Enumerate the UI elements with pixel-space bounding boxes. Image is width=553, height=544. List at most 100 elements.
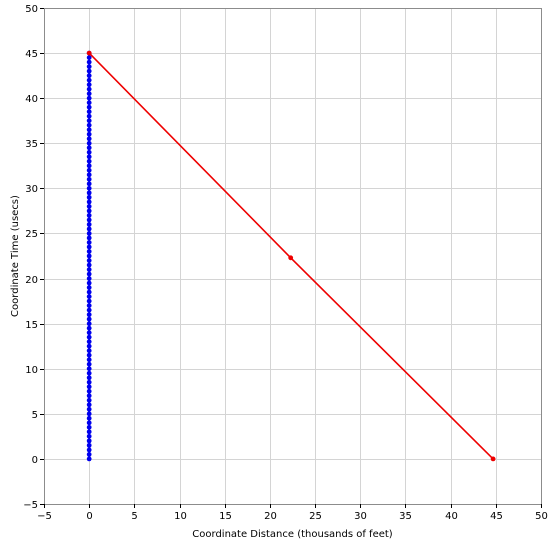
series-0-point: [86, 375, 92, 381]
series-0-point: [86, 330, 92, 336]
series-0-point: [86, 361, 92, 367]
y-tick-label: 5: [32, 410, 38, 421]
series-0-point: [86, 185, 92, 191]
x-tick-label: 45: [490, 511, 503, 522]
series-0-point: [86, 267, 92, 272]
series-0-point: [86, 429, 92, 435]
series-0-point: [86, 118, 92, 124]
series-0-point: [86, 244, 92, 250]
series-0-point: [86, 213, 92, 218]
series-0-point: [86, 420, 92, 426]
series-0-point: [86, 208, 92, 214]
series-0-point: [86, 190, 92, 196]
y-tick-label: 50: [25, 4, 38, 15]
y-axis-label: Coordinate Time (usecs): [10, 195, 21, 317]
x-tick-label: 20: [264, 511, 277, 522]
series-0-point: [86, 91, 92, 97]
series-0-point: [86, 64, 92, 70]
series-0-point: [86, 100, 92, 106]
series-0-point: [86, 68, 92, 74]
series-0-point: [86, 433, 92, 439]
series-0-point: [86, 217, 92, 223]
series-0-point: [86, 181, 92, 187]
series-0-point: [86, 352, 92, 358]
series-0-point: [86, 303, 92, 308]
y-tick-label: 0: [32, 455, 38, 466]
y-tick-label: 25: [25, 229, 38, 240]
series-0-point: [86, 231, 92, 236]
series-0-point: [86, 73, 92, 79]
y-tick-label: −5: [23, 500, 38, 511]
plot-border: [44, 8, 542, 505]
series-0-point: [86, 262, 92, 268]
series-0-point: [86, 388, 92, 394]
series-0-point: [86, 294, 92, 299]
series-0-point: [86, 145, 92, 151]
series-0-point: [86, 82, 92, 88]
x-tick-label: 5: [131, 511, 137, 522]
series-0-point: [86, 334, 92, 340]
y-tick-label: 20: [25, 275, 38, 286]
series-0-point: [86, 411, 92, 417]
series-0-point: [86, 325, 92, 331]
series-0-point: [86, 384, 92, 390]
series-0-point: [86, 167, 92, 173]
y-tick-label: 15: [25, 320, 38, 331]
series-0-point: [86, 339, 92, 345]
series-0-point: [86, 276, 92, 281]
y-tick-label: 35: [25, 139, 38, 150]
series-0-point: [86, 136, 92, 142]
series-0-point: [86, 140, 92, 146]
series: [86, 50, 496, 462]
x-tick-label: 25: [309, 511, 322, 522]
x-tick-label: 40: [445, 511, 458, 522]
series-0-point: [86, 397, 92, 403]
series-0-point: [86, 235, 92, 241]
series-0-point: [86, 204, 92, 209]
series-0-point: [86, 258, 92, 263]
series-0-point: [86, 357, 92, 363]
x-axis-label: Coordinate Distance (thousands of feet): [192, 529, 392, 540]
series-0-point: [86, 59, 92, 65]
series-0-point: [86, 113, 92, 119]
series-0-point: [86, 149, 92, 155]
series-0-point: [86, 415, 92, 421]
series-0-point: [86, 307, 92, 313]
x-tick-label: 35: [399, 511, 412, 522]
series-0-point: [86, 370, 92, 376]
series-0-point: [86, 406, 92, 412]
series-0-point: [86, 163, 92, 169]
y-tick-label: 10: [25, 365, 38, 376]
series-0-point: [86, 253, 92, 259]
series-0-point: [86, 222, 92, 227]
series-0-point: [86, 199, 92, 205]
series-0-point: [86, 55, 92, 60]
series-0-point: [86, 122, 92, 128]
x-tick-label: 10: [174, 511, 187, 522]
grid: [44, 8, 542, 505]
axes: −5 0 5 10 15 20 25 30 35 40 45 50 −5 0 5 10 15 20 25 30 35 40…: [23, 4, 548, 522]
series-0-point: [86, 240, 92, 245]
series-0-point: [86, 456, 92, 462]
series-0: [86, 50, 92, 462]
series-0-point: [86, 172, 92, 178]
series-0-point: [86, 194, 92, 200]
y-tick-label: 40: [25, 94, 38, 105]
series-0-point: [86, 271, 92, 277]
x-tick-label: −5: [37, 511, 52, 522]
x-tick-label: 15: [219, 511, 232, 522]
series-0-point: [86, 438, 92, 444]
series-0-point: [86, 95, 92, 101]
series-0-point: [86, 127, 92, 133]
y-tick-label: 30: [25, 184, 38, 195]
series-0-point: [86, 343, 92, 349]
series-0-point: [86, 424, 92, 430]
series-0-point: [86, 452, 92, 457]
series-1: [86, 50, 496, 462]
series-0-point: [86, 289, 92, 295]
series-0-point: [86, 104, 92, 110]
series-0-point: [86, 158, 92, 164]
series-0-point: [86, 393, 92, 399]
x-tick-label: 50: [535, 511, 548, 522]
